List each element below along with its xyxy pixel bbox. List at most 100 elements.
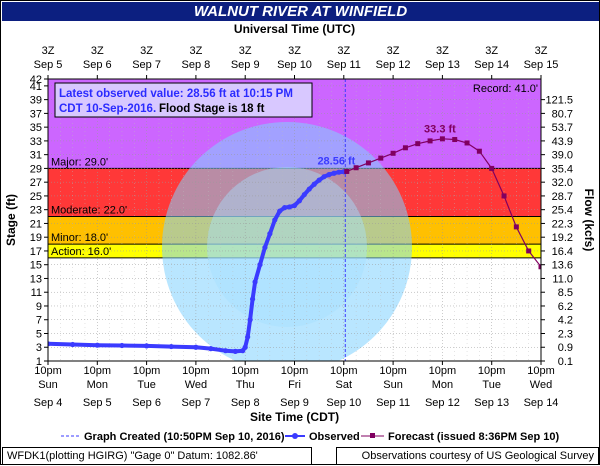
right-tick-label: 53.7 <box>552 122 573 134</box>
observed-point <box>282 205 288 211</box>
top-tick-date: Sep 12 <box>376 59 411 71</box>
bottom-tick-date: Sep 7 <box>182 397 211 409</box>
left-tick-label: 35 <box>30 122 42 134</box>
bottom-tick-time: 10pm <box>281 365 309 377</box>
observed-point <box>222 348 229 354</box>
left-tick-label: 37 <box>30 108 42 120</box>
bottom-tick-weekday: Mon <box>432 379 453 391</box>
observed-point <box>232 348 238 354</box>
observed-point <box>119 342 125 349</box>
bottom-tick-weekday: Thu <box>236 379 255 391</box>
observed-point <box>193 344 199 350</box>
forecast-point <box>526 248 532 254</box>
forecast-point <box>390 150 396 156</box>
left-tick-label: 19 <box>30 232 42 244</box>
observed-point <box>144 343 150 349</box>
bottom-tick-time: 10pm <box>379 365 407 377</box>
top-tick-label: 3Z <box>485 45 498 57</box>
top-tick-date: Sep 6 <box>83 59 112 71</box>
bottom-tick-weekday: Mon <box>87 379 108 391</box>
right-tick-label: 19.2 <box>552 232 573 244</box>
bottom-tick-time: 10pm <box>34 365 62 377</box>
right-tick-label: 121.5 <box>545 95 573 107</box>
bottom-tick-date: Sep 4 <box>34 397 63 409</box>
observed-point <box>94 342 100 348</box>
noaa-usgs-watermark <box>162 122 412 361</box>
observed-point <box>311 181 317 187</box>
top-tick-date: Sep 7 <box>132 59 161 71</box>
observed-point <box>286 204 293 210</box>
left-tick-label: 7 <box>36 315 42 327</box>
observed-point <box>247 317 253 323</box>
record-label: Record: 41.0' <box>473 83 538 95</box>
top-tick-date: Sep 13 <box>425 59 460 71</box>
bottom-tick-date: Sep 9 <box>280 397 309 409</box>
courtesy-footer: Observations courtesy of US Geological S… <box>336 447 599 465</box>
observed-point <box>168 343 174 350</box>
legend-forecast: Forecast (issued 8:36PM Sep 10) <box>388 431 560 443</box>
observed-point <box>291 202 298 209</box>
forecast-point <box>353 165 359 171</box>
hydrograph-chart: Action: 16.0' Minor: 18.0' Moderate: 22.0'… <box>4 22 596 443</box>
left-tick-label: 15 <box>30 260 42 272</box>
chart-title: WALNUT RIVER AT WINFIELD <box>2 2 599 21</box>
bottom-tick-weekday: Sat <box>336 379 353 391</box>
left-tick-label: 25 <box>30 191 42 203</box>
bottom-tick-time: 10pm <box>182 365 210 377</box>
right-tick-label: 4.2 <box>558 315 573 327</box>
left-tick-label: 9 <box>36 301 42 313</box>
forecast-point <box>415 141 421 147</box>
bottom-tick-time: 10pm <box>133 365 161 377</box>
right-tick-label: 80.7 <box>552 108 573 120</box>
observed-point <box>296 198 303 204</box>
forecast-point <box>378 155 384 161</box>
bottom-tick-date: Sep 11 <box>376 397 410 409</box>
left-tick-label: 11 <box>31 287 42 299</box>
right-tick-label: 39.0 <box>552 150 573 162</box>
right-tick-label: 2.3 <box>558 328 573 340</box>
top-tick-label: 3Z <box>387 45 400 57</box>
observed-point <box>208 346 214 352</box>
right-tick-label: 13.6 <box>552 260 573 272</box>
observed-point <box>301 191 307 198</box>
bottom-axis-title: Site Time (CDT) <box>250 410 339 424</box>
observed-point <box>336 169 342 175</box>
latest-observed-box: Latest observed value: 28.56 ft at 10:15… <box>54 82 313 118</box>
bottom-tick-weekday: Tue <box>137 379 156 391</box>
bottom-tick-weekday: Sun <box>383 379 403 391</box>
legend: Graph Created (10:50PM Sep 10, 2016) Obs… <box>61 431 560 443</box>
left-tick-label: 3 <box>36 342 42 354</box>
bottom-tick-date: Sep 5 <box>83 397 112 409</box>
forecast-point <box>501 193 507 199</box>
forecast-point <box>427 138 433 144</box>
right-tick-label: 28.7 <box>552 191 573 203</box>
left-tick-label: 27 <box>30 177 42 189</box>
label-moderate: Moderate: 22.0' <box>51 205 127 217</box>
observed-point <box>306 186 312 192</box>
annotation-label: 33.3 ft <box>424 124 456 136</box>
right-axis-title: Flow (kcfs) <box>582 189 596 252</box>
left-tick-label: 1 <box>36 356 42 368</box>
left-tick-label: 13 <box>30 273 42 285</box>
observed-point <box>245 334 251 340</box>
observed-point <box>277 208 283 214</box>
forecast-point <box>344 168 350 174</box>
top-tick-label: 3Z <box>436 45 449 57</box>
bottom-tick-date: Sep 14 <box>524 397 559 409</box>
bottom-tick-time: 10pm <box>527 365 555 377</box>
legend-observed: Observed <box>309 431 360 443</box>
left-tick-label: 41 <box>30 81 42 93</box>
forecast-point <box>439 136 445 142</box>
bottom-tick-weekday: Tue <box>482 379 501 391</box>
forecast-point <box>452 137 458 143</box>
forecast-point <box>489 165 495 171</box>
left-tick-label: 23 <box>30 205 42 217</box>
left-tick-label: 33 <box>30 136 42 148</box>
bottom-tick-time: 10pm <box>429 365 457 377</box>
observed-point <box>321 174 327 180</box>
forecast-point <box>513 224 519 230</box>
latest-line2b: Flood Stage is 18 ft <box>159 103 265 115</box>
bottom-tick-date: Sep 8 <box>231 397 260 409</box>
top-tick-label: 3Z <box>288 45 301 57</box>
observed-point <box>272 217 278 223</box>
